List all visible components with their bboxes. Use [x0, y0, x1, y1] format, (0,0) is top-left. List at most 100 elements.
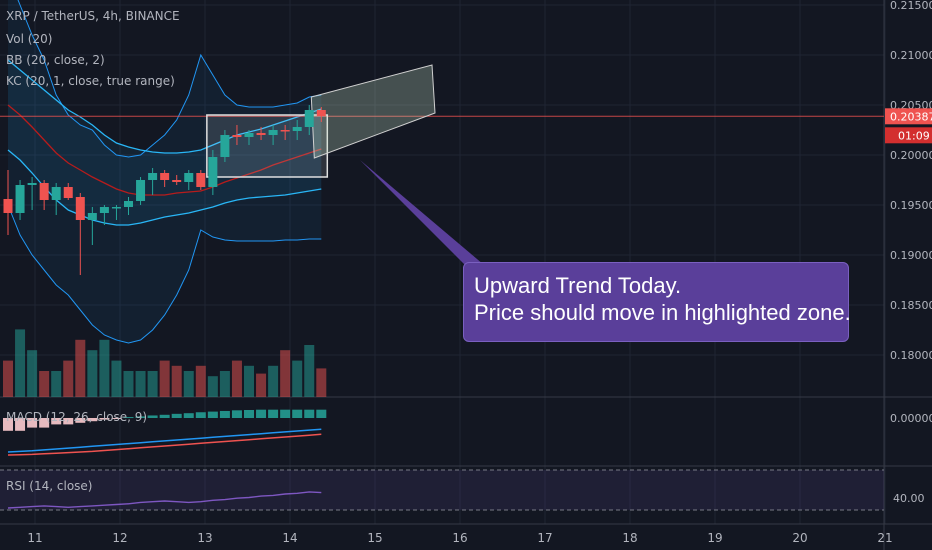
- candle-body: [196, 173, 206, 187]
- annotation-line-2: Price should move in highlighted zone.: [474, 300, 851, 325]
- volume-bar: [231, 360, 242, 397]
- candle-body: [51, 187, 61, 200]
- signal-line: [7, 433, 322, 456]
- keltner-fill: [8, 60, 322, 225]
- price-tick-label: 0.20000: [890, 149, 932, 162]
- candle-body: [124, 201, 133, 207]
- annotation-callout[interactable]: Upward Trend Today. Price should move in…: [463, 262, 851, 342]
- candle-body: [244, 133, 254, 137]
- time-tick-label: 19: [707, 531, 722, 545]
- volume-bar: [316, 368, 327, 397]
- annotation-line-1: Upward Trend Today.: [474, 273, 682, 298]
- macd-histogram-bar: [99, 418, 110, 420]
- volume-bar: [256, 373, 267, 397]
- price-tick-label: 0.19500: [890, 199, 932, 212]
- volume-bar: [3, 360, 13, 397]
- bollinger-upper-line: [17, 0, 322, 158]
- macd-label[interactable]: MACD (12, 26, close, 9): [6, 410, 148, 424]
- macd-histogram-bar: [292, 409, 303, 418]
- candle-body: [184, 173, 194, 182]
- candle-body: [256, 133, 266, 135]
- macd-histogram-bar: [219, 410, 230, 418]
- candle-body: [160, 173, 170, 180]
- volume-bar: [219, 371, 230, 397]
- rsi-panel: [0, 469, 884, 511]
- time-tick-label: 16: [452, 531, 467, 545]
- price-tick-label: 0.21000: [890, 49, 932, 62]
- candle-body: [99, 207, 109, 213]
- macd-histogram-bar: [15, 418, 26, 431]
- macd-histogram-bar: [171, 413, 182, 418]
- keltner-basis-line: [7, 104, 322, 196]
- macd-histogram-bar: [123, 417, 134, 419]
- countdown-label: 01:09: [898, 129, 930, 142]
- indicator-lines: [0, 0, 884, 344]
- price-tick-label: 0.18500: [890, 299, 932, 312]
- macd-histogram-bar: [316, 409, 327, 418]
- candle-body: [148, 173, 158, 180]
- volume-bar: [99, 339, 110, 397]
- rsi-label[interactable]: RSI (14, close): [6, 479, 93, 493]
- current-price-label: 0.20387: [890, 110, 932, 123]
- volume-bars: [3, 329, 327, 397]
- candle-body: [316, 110, 326, 116]
- volume-bar: [268, 365, 279, 397]
- time-tick-label: 17: [537, 531, 552, 545]
- macd-histogram-bar: [39, 418, 50, 428]
- volume-bar: [63, 360, 74, 397]
- macd-histogram-bar: [135, 416, 146, 418]
- candle-body: [3, 199, 13, 213]
- candle-body: [280, 130, 290, 132]
- macd-histogram-bar: [147, 415, 158, 418]
- volume-bar: [280, 350, 291, 397]
- candle-body: [39, 183, 49, 200]
- volume-bar: [304, 345, 315, 397]
- candle-body: [304, 110, 314, 127]
- volume-bar: [39, 371, 50, 397]
- time-tick-label: 20: [792, 531, 807, 545]
- projection-zone: [310, 64, 436, 159]
- symbol-title[interactable]: XRP / TetherUS, 4h, BINANCE: [6, 9, 180, 23]
- indicator-kc-label[interactable]: KC (20, 1, close, true range): [6, 74, 175, 88]
- volume-bar: [135, 371, 146, 397]
- volume-bar: [171, 365, 182, 397]
- macd-histogram-bar: [304, 409, 315, 418]
- time-tick-label: 13: [197, 531, 212, 545]
- candlesticks: [3, 105, 326, 275]
- candle-body: [15, 185, 25, 213]
- macd-histogram-bar: [63, 418, 74, 425]
- macd-line: [7, 428, 322, 453]
- price-tick-label: 0.21500: [890, 0, 932, 12]
- volume-bar: [207, 376, 218, 397]
- indicator-bb-label[interactable]: BB (20, close, 2): [6, 53, 105, 67]
- volume-bar: [195, 365, 206, 397]
- axes: 0.215000.210000.205000.200000.195000.190…: [27, 0, 932, 545]
- time-tick-label: 15: [367, 531, 382, 545]
- macd-histogram-bar: [27, 418, 38, 428]
- volume-bar: [15, 329, 26, 397]
- macd-histogram-bar: [244, 410, 254, 418]
- candle-body: [232, 135, 242, 137]
- macd-panel: [3, 409, 327, 456]
- candle-body: [63, 187, 73, 198]
- macd-histogram-bar: [87, 418, 98, 422]
- candle-body: [87, 213, 97, 220]
- countdown-tag: [885, 127, 932, 144]
- indicator-vol-label[interactable]: Vol (20): [6, 32, 53, 46]
- time-tick-label: 11: [27, 531, 42, 545]
- time-tick-label: 14: [282, 531, 297, 545]
- volume-bar: [51, 371, 62, 397]
- rsi-band: [0, 470, 884, 510]
- candle-body: [268, 130, 278, 135]
- macd-histogram-bar: [195, 412, 206, 418]
- macd-histogram-bar: [3, 418, 13, 431]
- time-tick-label: 18: [622, 531, 637, 545]
- keltner-lower-line: [7, 149, 322, 226]
- zone-rectangles[interactable]: [206, 64, 490, 270]
- time-tick-label: 21: [877, 531, 892, 545]
- candle-body: [292, 127, 302, 131]
- volume-bar: [123, 371, 134, 397]
- macd-histogram-bar: [111, 418, 122, 419]
- candle-body: [172, 180, 182, 182]
